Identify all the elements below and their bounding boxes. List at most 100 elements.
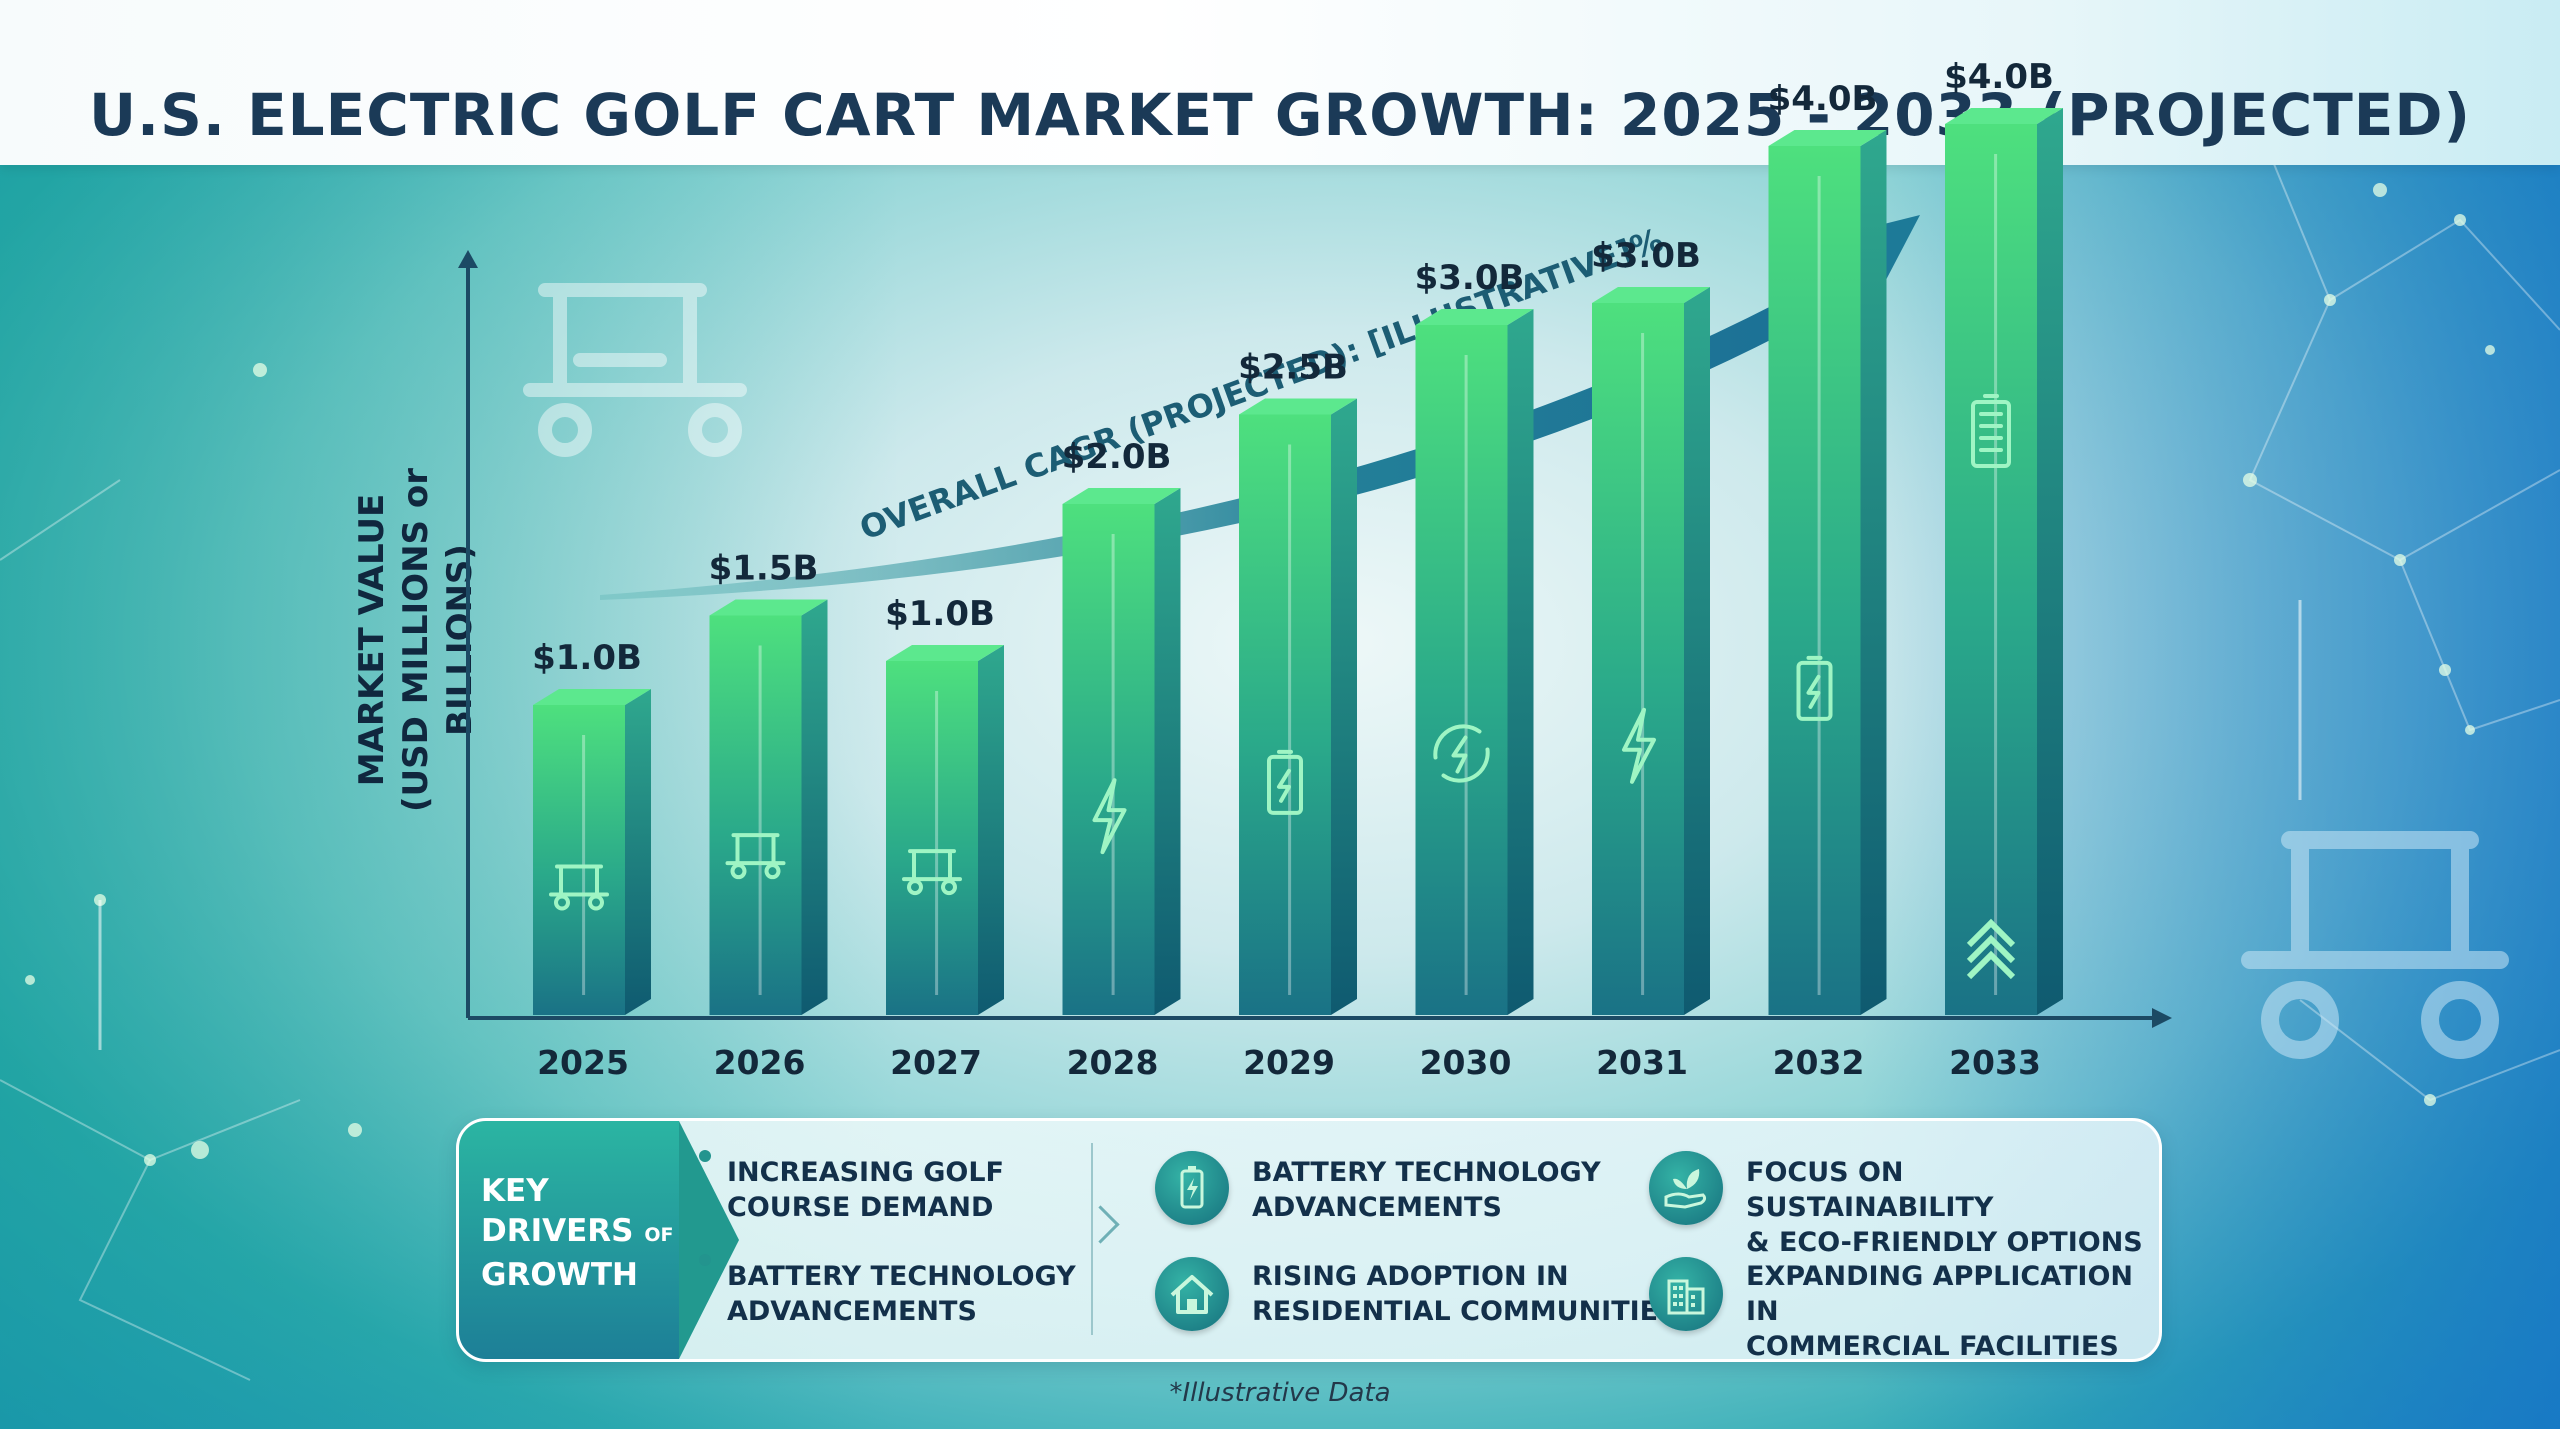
bar-2027: [886, 645, 1004, 1015]
house-icon: [1155, 1257, 1229, 1331]
driver-bullet-1-line1: INCREASING GOLF: [727, 1157, 1005, 1188]
bar-2028: [1062, 488, 1181, 1015]
driver-item-4-line2: COMMERCIAL FACILITIES: [1746, 1331, 2119, 1362]
key-drivers-panel: KEY DRIVERS OF GROWTH INCREASING GOLF CO…: [456, 1118, 2162, 1362]
data-label-2030: $3.0B: [1415, 258, 1525, 298]
chart-title: U.S. ELECTRIC GOLF CART MARKET GROWTH: 2…: [88, 81, 2472, 149]
bar-front: [533, 705, 625, 1015]
bar-2032: [1768, 130, 1887, 1015]
chevron-right-icon: [1081, 1205, 1120, 1244]
lightning-icon: [1622, 707, 1656, 784]
bar-front: [1415, 325, 1508, 1015]
data-label-2028: $2.0B: [1062, 437, 1172, 477]
driver-bullet-1-line2: COURSE DEMAND: [727, 1192, 994, 1223]
bar-2029: [1239, 398, 1357, 1015]
bar-side: [801, 599, 828, 1015]
battery-icon: [1267, 749, 1303, 815]
bar-front: [709, 615, 802, 1015]
x-tick-label-2032: 2032: [1773, 1043, 1865, 1082]
driver-item-4: EXPANDING APPLICATION IN COMMERCIAL FACI…: [1746, 1259, 2159, 1362]
bar-2033: [1945, 108, 2063, 1015]
driver-item-3: RISING ADOPTION IN RESIDENTIAL COMMUNITI…: [1252, 1259, 1678, 1329]
x-tick-label-2028: 2028: [1067, 1043, 1159, 1082]
driver-bullet-1: INCREASING GOLF COURSE DEMAND: [699, 1149, 1005, 1225]
driver-item-1-line2: ADVANCEMENTS: [1252, 1192, 1502, 1223]
driver-item-2: FOCUS ON SUSTAINABILITY & ECO-FRIENDLY O…: [1746, 1155, 2159, 1260]
bar-side: [2037, 108, 2063, 1015]
x-tick-label-2030: 2030: [1420, 1043, 1512, 1082]
bar-2026: [709, 599, 828, 1015]
x-tick-label-2025: 2025: [537, 1043, 629, 1082]
data-label-2027: $1.0B: [885, 594, 995, 634]
bar-side: [1860, 130, 1887, 1015]
bar-side: [1331, 398, 1357, 1015]
y-axis-arrowhead: [458, 250, 478, 268]
key-drivers-tab-arrow: [679, 1121, 739, 1359]
lightning-icon: [1092, 778, 1127, 855]
driver-bullet-2-line2: ADVANCEMENTS: [727, 1296, 977, 1327]
bar-front: [1945, 124, 2037, 1015]
driver-bullet-2: BATTERY TECHNOLOGY ADVANCEMENTS: [699, 1253, 1076, 1329]
bar-top: [533, 689, 651, 705]
x-tick-label-2029: 2029: [1243, 1043, 1335, 1082]
x-tick-label-2033: 2033: [1949, 1043, 2041, 1082]
chevron-up-icon: [1966, 918, 2016, 980]
bar-top: [1592, 287, 1710, 303]
data-label-2032: $4.0B: [1768, 79, 1878, 119]
driver-bullet-2-line1: BATTERY TECHNOLOGY: [727, 1261, 1076, 1292]
bar-side: [625, 689, 651, 1015]
driver-item-1: BATTERY TECHNOLOGY ADVANCEMENTS: [1252, 1155, 1601, 1225]
of-word: OF: [644, 1224, 674, 1246]
bar-side: [1507, 309, 1534, 1015]
data-label-2025: $1.0B: [532, 638, 642, 678]
driver-item-1-line1: BATTERY TECHNOLOGY: [1252, 1157, 1601, 1188]
bar-side: [1154, 488, 1181, 1015]
key-drivers-tab: [459, 1121, 679, 1359]
driver-item-2-line1: FOCUS ON SUSTAINABILITY: [1746, 1157, 1994, 1223]
x-tick-label-2026: 2026: [714, 1043, 806, 1082]
bullet-dot-icon: [699, 1149, 711, 1162]
growth-word: GROWTH: [481, 1257, 638, 1293]
drivers-separator: [1091, 1143, 1093, 1335]
bar-front: [1062, 504, 1155, 1015]
bar-top: [709, 599, 828, 616]
drivers-word: DRIVERS: [481, 1213, 634, 1249]
battery-icon: [1796, 655, 1833, 721]
data-label-2029: $2.5B: [1238, 348, 1348, 388]
key-drivers-heading: KEY DRIVERS OF GROWTH: [481, 1171, 681, 1295]
bar-front: [1239, 414, 1331, 1015]
x-axis-arrowhead: [2152, 1008, 2172, 1028]
recharge-icon: [1433, 724, 1490, 783]
bar-front: [1768, 146, 1861, 1015]
full-battery-icon: [1971, 394, 2011, 468]
bar-top: [886, 645, 1004, 661]
golf-cart-icon: [725, 833, 786, 880]
bar-2031: [1592, 287, 1710, 1015]
golf-cart-icon: [902, 849, 962, 896]
bar-front: [886, 661, 978, 1015]
bar-top: [1062, 488, 1181, 504]
bar-top: [1239, 398, 1357, 415]
building-icon: [1649, 1257, 1723, 1331]
data-label-2026: $1.5B: [709, 549, 819, 589]
data-label-2031: $3.0B: [1591, 236, 1701, 276]
driver-item-4-line1: EXPANDING APPLICATION IN: [1746, 1261, 2134, 1327]
x-tick-label-2027: 2027: [890, 1043, 982, 1082]
bar-front: [1592, 303, 1684, 1015]
eco-hand-icon: [1649, 1151, 1723, 1225]
header-banner: [0, 0, 2560, 165]
bar-2025: [533, 689, 651, 1015]
driver-item-2-line2: & ECO-FRIENDLY OPTIONS: [1746, 1227, 2143, 1258]
battery-icon: [1155, 1151, 1229, 1225]
golf-cart-icon: [549, 864, 609, 911]
driver-item-3-line1: RISING ADOPTION IN: [1252, 1261, 1569, 1292]
bar-top: [1945, 108, 2063, 124]
bar-side: [978, 645, 1004, 1015]
bar-2030: [1415, 309, 1534, 1015]
bullet-dot-icon: [699, 1253, 711, 1266]
driver-item-3-line2: RESIDENTIAL COMMUNITIES: [1252, 1296, 1678, 1327]
data-label-2033: $4.0B: [1944, 57, 2054, 97]
bar-top: [1768, 130, 1887, 146]
